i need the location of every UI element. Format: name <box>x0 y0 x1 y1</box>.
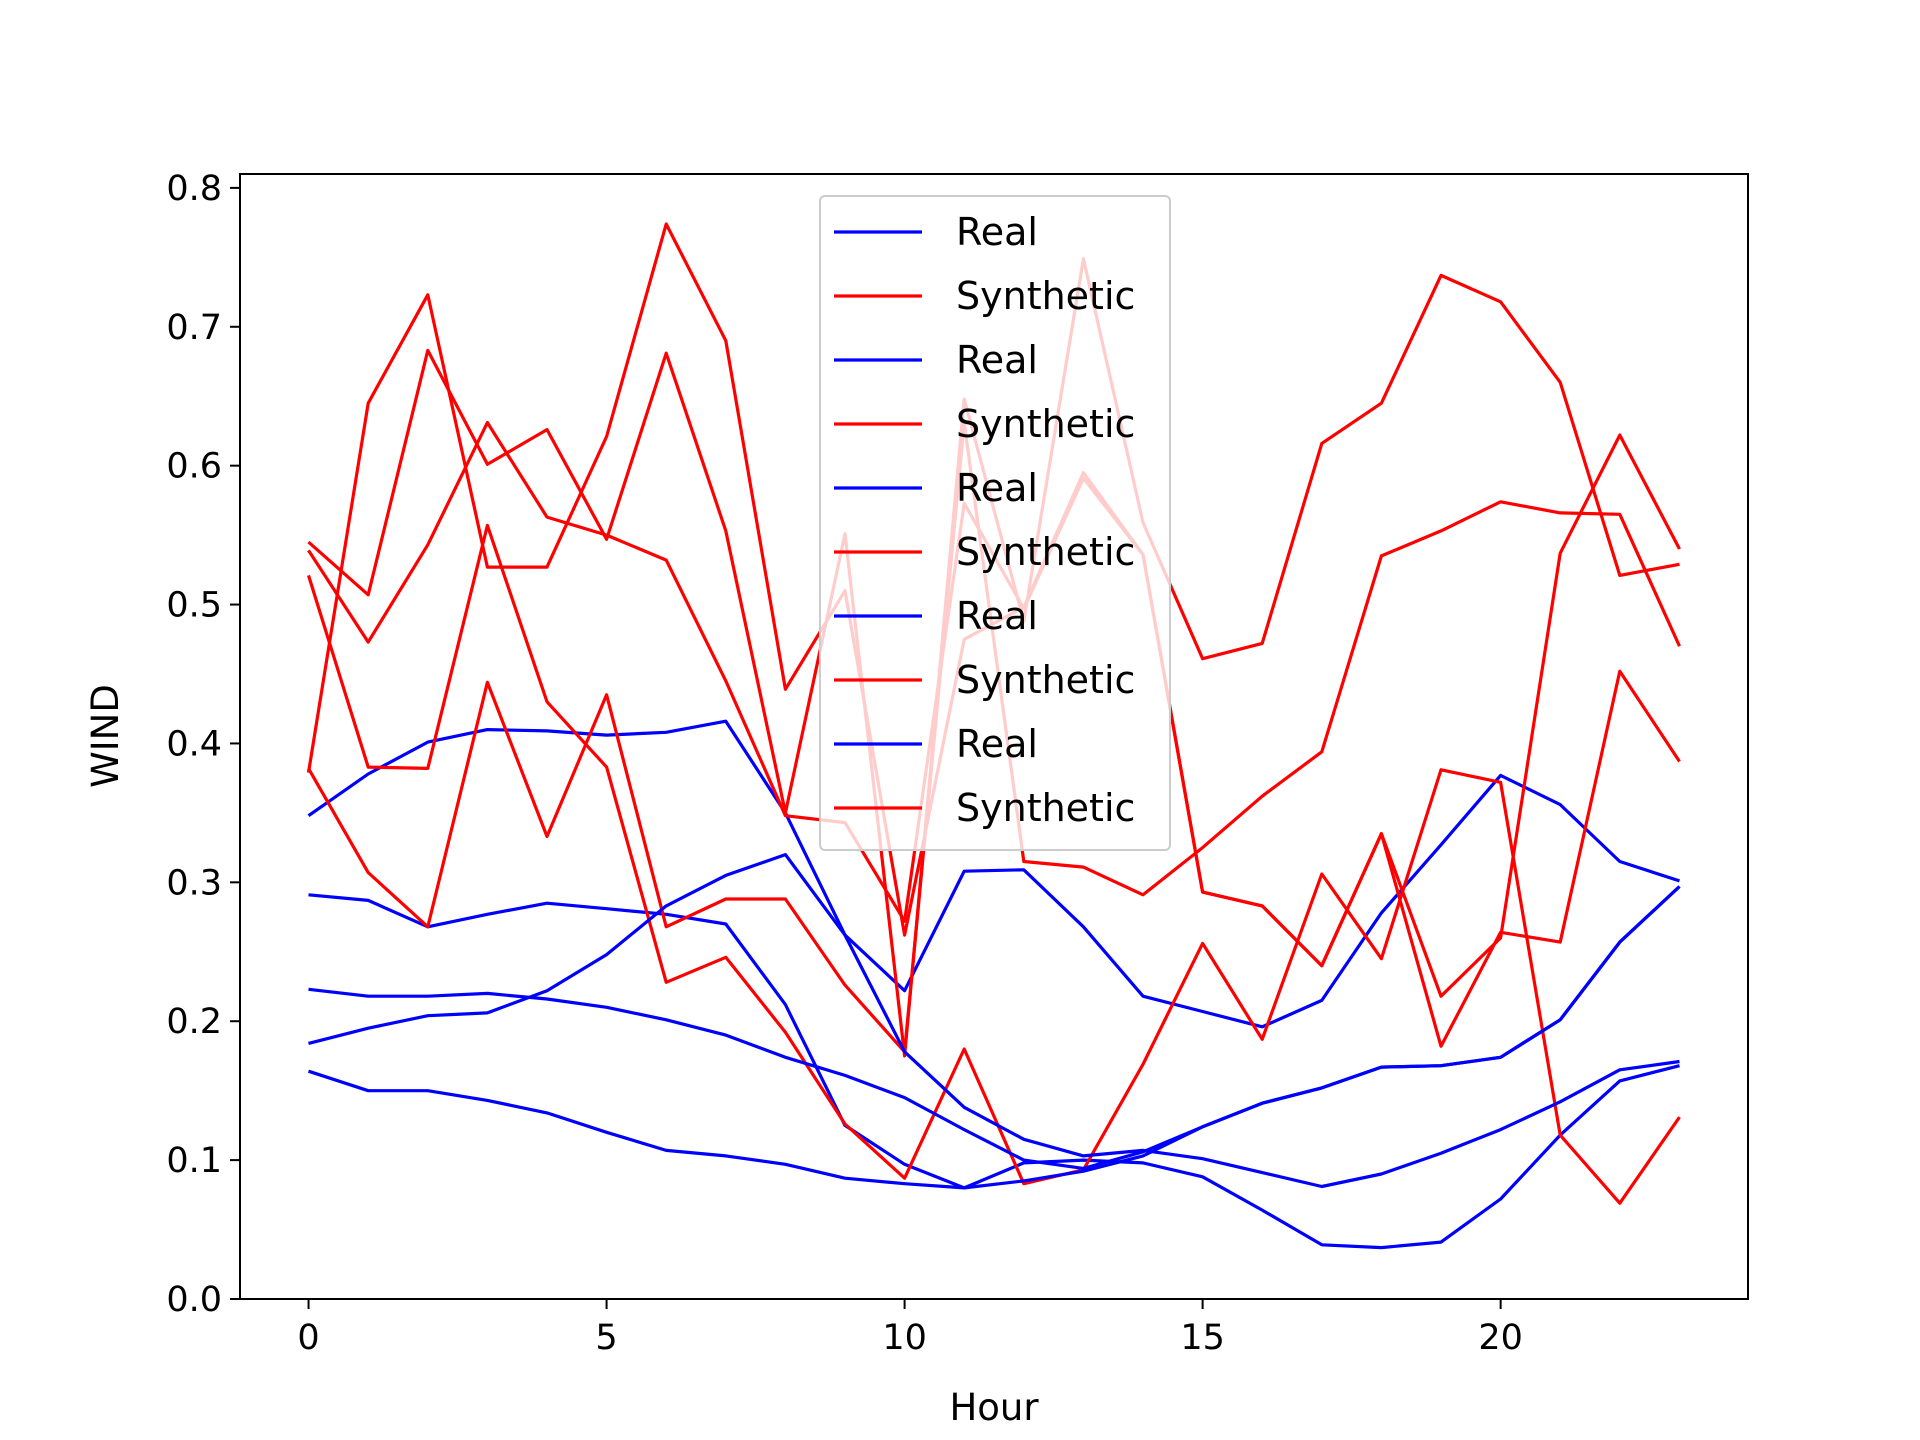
legend-label-synthetic: Synthetic <box>956 658 1135 702</box>
series-line-4-synthetic <box>306 523 1681 1205</box>
y-axis: 0.0 0.1 0.2 0.3 0.4 0.5 0.6 0.7 0.8 <box>166 169 240 1320</box>
x-tick-label: 10 <box>882 1318 927 1358</box>
y-tick-label: 0.1 <box>166 1141 222 1181</box>
legend-label-real: Real <box>956 338 1038 382</box>
y-tick-label: 0.0 <box>166 1280 222 1320</box>
series-line-3-real <box>308 893 1680 1250</box>
legend-label-synthetic: Synthetic <box>956 786 1135 830</box>
x-tick-label: 5 <box>595 1318 617 1358</box>
x-tick-label: 15 <box>1180 1318 1225 1358</box>
x-axis: 0 5 10 15 20 <box>297 1299 1523 1358</box>
series-line-1-real <box>307 719 1680 1029</box>
legend-label-synthetic: Synthetic <box>956 530 1135 574</box>
y-tick-label: 0.3 <box>166 863 222 903</box>
y-axis-label: WIND <box>84 684 127 788</box>
y-tick-label: 0.6 <box>166 447 222 487</box>
x-axis-label: Hour <box>949 1386 1039 1429</box>
y-tick-label: 0.2 <box>166 1002 222 1042</box>
series-line-9-real <box>308 885 1681 1190</box>
series-line-7-real <box>308 852 1680 1189</box>
y-tick-label: 0.8 <box>166 169 222 209</box>
y-tick-label: 0.5 <box>166 586 222 626</box>
y-tick-label: 0.7 <box>166 308 222 348</box>
legend-label-synthetic: Synthetic <box>956 274 1135 318</box>
legend-label-real: Real <box>956 722 1038 766</box>
x-tick-label: 20 <box>1478 1318 1523 1358</box>
legend-label-synthetic: Synthetic <box>956 402 1135 446</box>
x-tick-label: 0 <box>297 1318 319 1358</box>
plot-frame <box>239 173 1749 1300</box>
y-tick-label: 0.4 <box>166 724 222 764</box>
legend-label-real: Real <box>956 210 1038 254</box>
legend-label-real: Real <box>956 466 1038 510</box>
legend-label-real: Real <box>956 594 1038 638</box>
legend: Real Synthetic Real Synthetic Real Synthetic R… <box>819 195 1171 851</box>
